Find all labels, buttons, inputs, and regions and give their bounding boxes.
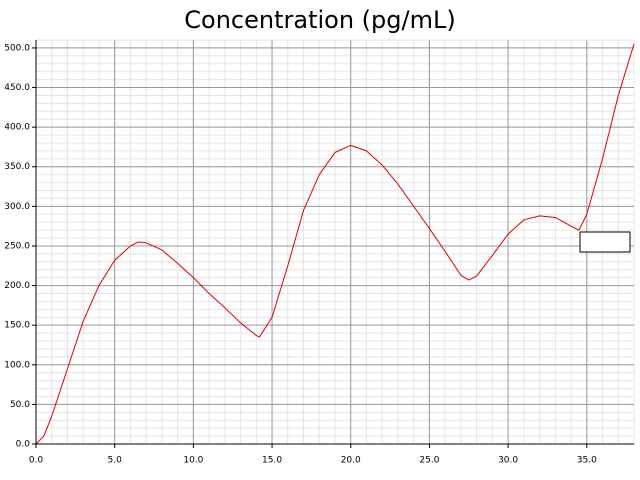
x-tick-label: 15.0 — [262, 456, 282, 466]
x-tick-label: 20.0 — [341, 456, 361, 466]
y-tick-label: 150.0 — [4, 321, 30, 331]
x-tick-label: 0.0 — [29, 456, 44, 466]
plot — [35, 43, 635, 445]
grid — [35, 39, 635, 445]
x-tick-label: 5.0 — [108, 456, 123, 466]
y-tick-label: 50.0 — [10, 400, 30, 410]
y-tick-label: 200.0 — [4, 281, 30, 291]
y-tick-label: 0.0 — [16, 440, 31, 450]
x-tick-label: 30.0 — [498, 456, 518, 466]
x-tick-label: 35.0 — [577, 456, 597, 466]
y-tick-label: 500.0 — [4, 43, 30, 53]
x-tick-label: 10.0 — [183, 456, 203, 466]
y-tick-label: 100.0 — [4, 360, 30, 370]
data-line — [35, 43, 635, 445]
y-tick-label: 250.0 — [4, 241, 30, 251]
y-tick-label: 350.0 — [4, 162, 30, 172]
legend-box — [579, 231, 631, 253]
x-tick-label: 25.0 — [419, 456, 439, 466]
chart-title: Concentration (pg/mL) — [184, 6, 455, 34]
y-tick-label: 400.0 — [4, 123, 30, 133]
y-tick-label: 300.0 — [4, 202, 30, 212]
y-tick-label: 450.0 — [4, 83, 30, 93]
